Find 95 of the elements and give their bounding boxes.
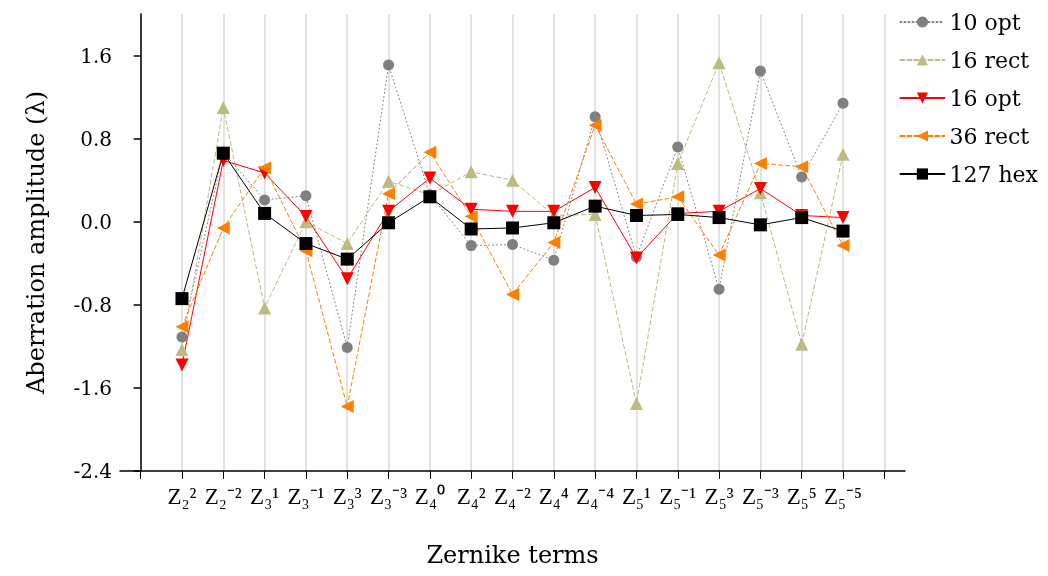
point	[423, 145, 437, 159]
point	[629, 396, 643, 410]
point	[176, 331, 188, 343]
point	[340, 237, 354, 251]
point	[258, 301, 272, 315]
point	[753, 218, 767, 232]
point	[340, 252, 354, 266]
point	[464, 222, 478, 236]
point	[259, 194, 271, 206]
y-axis-title: Aberration amplitude (λ)	[22, 90, 50, 396]
y-tick-label: -2.4	[73, 459, 112, 483]
point	[299, 237, 313, 251]
point	[629, 209, 643, 222]
point	[712, 211, 726, 225]
point	[340, 272, 354, 286]
point	[712, 56, 726, 70]
point	[300, 190, 312, 202]
point	[507, 239, 518, 251]
y-tick-label: -1.6	[73, 375, 112, 400]
point	[341, 341, 353, 353]
x-axis-title: Zernike terms	[426, 541, 599, 569]
x-tick-label: Z₄⁴	[538, 484, 569, 509]
x-tick-label: Z₂⁻²	[204, 484, 242, 509]
point	[672, 141, 684, 153]
point	[175, 342, 189, 356]
legend-label: 36 rect	[949, 123, 1030, 149]
point	[712, 248, 726, 262]
point	[795, 160, 809, 174]
legend-label: 16 rect	[949, 47, 1030, 73]
x-tick-label: Z₅⁻⁵	[823, 484, 863, 509]
x-tick-label: Z₃¹	[250, 484, 280, 509]
point	[547, 236, 561, 249]
point	[175, 292, 189, 306]
point	[836, 239, 850, 253]
point	[753, 181, 767, 195]
point	[175, 320, 189, 334]
point	[216, 221, 230, 235]
point	[836, 147, 850, 161]
point	[506, 221, 519, 235]
point	[216, 100, 230, 114]
point	[382, 216, 396, 230]
point	[588, 118, 602, 132]
point	[589, 111, 601, 123]
point	[383, 59, 395, 71]
point	[258, 206, 272, 220]
legend-label: 16 opt	[949, 85, 1021, 111]
x-tick-label: Z₂²	[167, 484, 197, 509]
legend-label: 127 hex	[949, 161, 1039, 187]
point	[588, 180, 602, 194]
point	[506, 173, 519, 187]
y-tick-label: 1.6	[80, 43, 112, 68]
x-tick-label: Z₃⁻³	[370, 484, 408, 509]
point	[671, 157, 685, 171]
point	[713, 283, 725, 295]
x-tick-label: Z₄⁻²	[494, 484, 532, 509]
x-tick-label: Z₅³	[704, 484, 734, 509]
point	[299, 210, 313, 224]
point	[548, 254, 560, 266]
point	[629, 197, 643, 211]
point	[175, 358, 189, 372]
x-tick-label: Z₅⁻¹	[659, 484, 697, 509]
point	[547, 216, 561, 230]
point	[836, 224, 850, 238]
legend-label: 10 opt	[949, 9, 1021, 35]
point	[753, 157, 767, 171]
point	[547, 204, 561, 218]
x-tick-label: Z₃³	[332, 484, 362, 509]
x-tick-label: Z₃⁻¹	[287, 484, 325, 509]
point	[382, 174, 396, 188]
point	[836, 211, 850, 225]
point	[464, 165, 478, 179]
y-tick-label: 0.8	[80, 126, 112, 151]
x-tick-label: Z₅⁵	[786, 484, 817, 509]
x-tick-label: Z₄⁰	[414, 484, 445, 509]
x-tick-label: Z₄²	[456, 484, 486, 509]
x-tick-label: Z₄⁻⁴	[576, 484, 615, 509]
point	[464, 210, 478, 224]
point	[423, 171, 437, 185]
point	[837, 97, 849, 109]
point	[754, 65, 766, 77]
point	[795, 337, 809, 351]
point	[671, 190, 685, 204]
point	[506, 204, 519, 218]
point	[382, 204, 396, 218]
point	[382, 187, 396, 201]
y-tick-label: -0.8	[73, 292, 112, 317]
point	[465, 240, 477, 252]
point	[588, 199, 602, 213]
point	[796, 171, 808, 183]
point	[258, 161, 272, 175]
y-tick-label: 0.0	[80, 209, 112, 234]
x-tick-label: Z₅¹	[621, 484, 652, 509]
point	[506, 287, 519, 301]
point	[340, 400, 354, 414]
x-tick-label: Z₅⁻³	[741, 484, 779, 509]
